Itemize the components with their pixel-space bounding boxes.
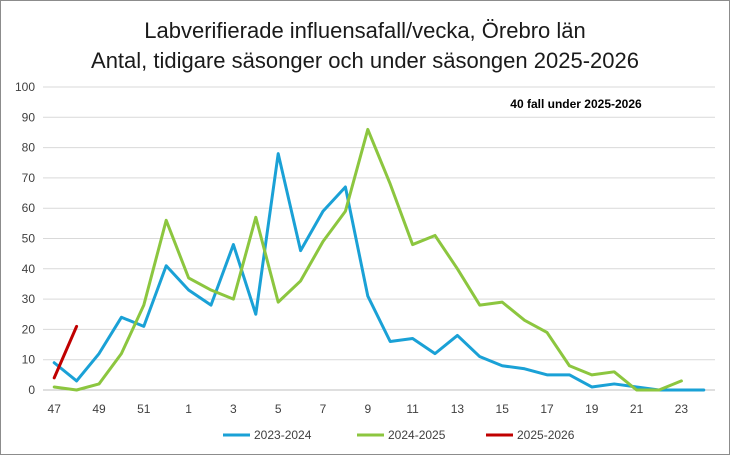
chart-title-line2: Antal, tidigare säsonger och under säson… — [91, 48, 639, 73]
series-line-2024-2025 — [52, 127, 683, 392]
y-tick-label: 70 — [22, 171, 36, 185]
legend-label: 2024-2025 — [388, 428, 446, 442]
x-tick-label: 3 — [230, 402, 237, 416]
y-tick-label: 20 — [22, 322, 36, 336]
legend: 2023-2024 2024-2025 2025-2026 — [223, 428, 575, 442]
x-tick-label: 49 — [92, 402, 106, 416]
y-tick-label: 40 — [22, 262, 36, 276]
chart-annotation: 40 fall under 2025-2026 — [510, 97, 642, 111]
y-tick-label: 100 — [15, 80, 35, 94]
x-tick-label: 15 — [496, 402, 510, 416]
y-tick-label: 60 — [22, 201, 36, 215]
x-axis: 47 49 51 1 3 5 7 9 11 13 15 17 19 21 23 — [48, 402, 689, 416]
x-tick-label: 5 — [275, 402, 282, 416]
y-tick-label: 10 — [22, 353, 36, 367]
x-tick-label: 19 — [585, 402, 599, 416]
y-axis: 0 10 20 30 40 50 60 70 80 90 100 — [15, 80, 35, 397]
x-tick-label: 9 — [364, 402, 371, 416]
x-tick-label: 7 — [320, 402, 327, 416]
x-tick-label: 21 — [630, 402, 644, 416]
series-lines — [52, 127, 706, 392]
x-tick-label: 1 — [185, 402, 192, 416]
chart-title-line1: Labverifierade influensafall/vecka, Öreb… — [144, 18, 585, 43]
y-tick-label: 80 — [22, 141, 36, 155]
x-tick-label: 13 — [451, 402, 465, 416]
x-tick-label: 11 — [406, 402, 419, 416]
series-line-2025-2026 — [52, 324, 79, 380]
series-line-2023-2024 — [52, 152, 706, 392]
legend-label: 2025-2026 — [517, 428, 575, 442]
gridlines — [43, 86, 715, 391]
y-tick-label: 90 — [22, 110, 36, 124]
x-tick-label: 51 — [137, 402, 151, 416]
y-tick-label: 30 — [22, 292, 36, 306]
y-tick-label: 50 — [22, 232, 36, 246]
x-tick-label: 47 — [48, 402, 62, 416]
legend-label: 2023-2024 — [254, 428, 312, 442]
y-tick-label: 0 — [28, 383, 35, 397]
x-tick-label: 23 — [675, 402, 689, 416]
x-tick-label: 17 — [540, 402, 554, 416]
